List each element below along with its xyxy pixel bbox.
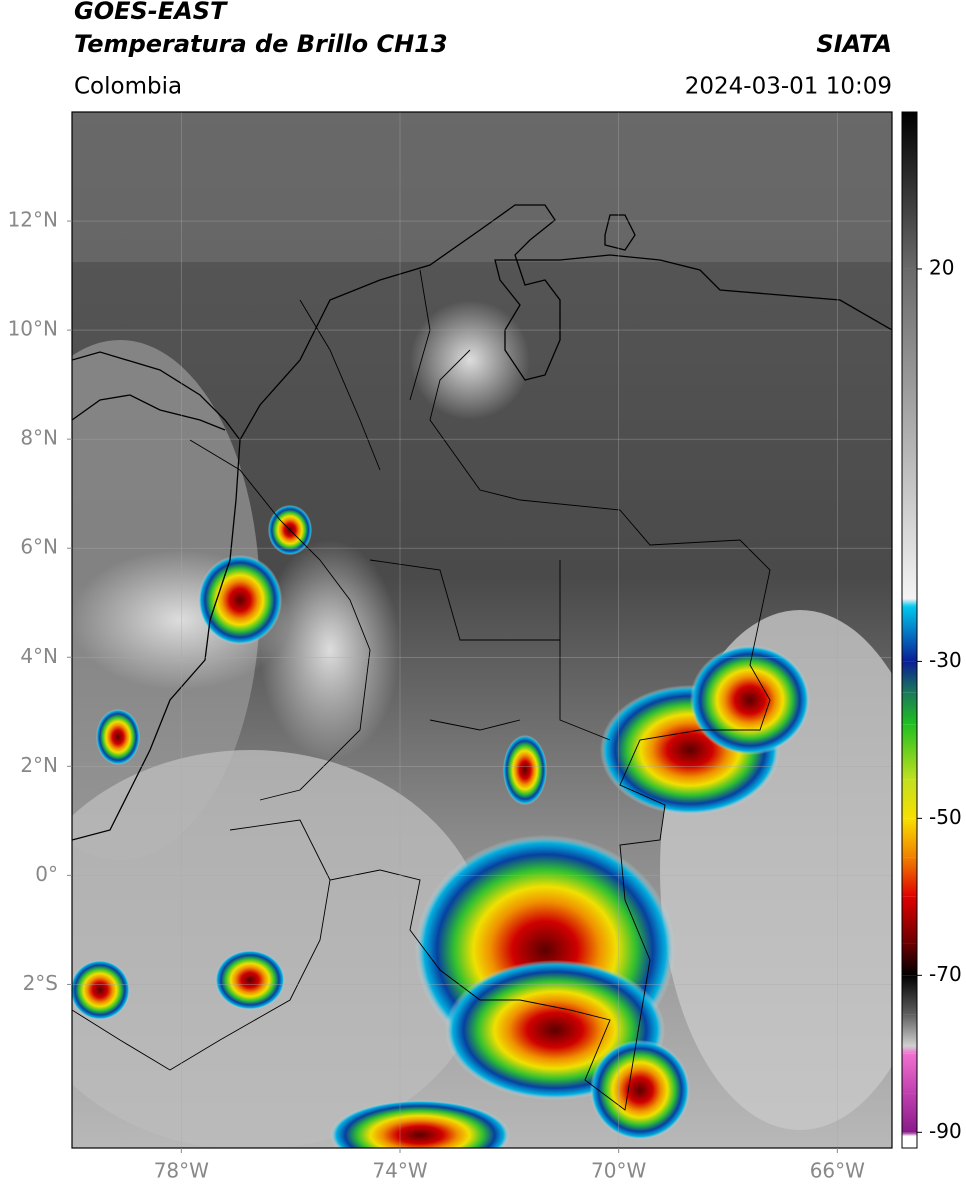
- colorbar-band: [902, 1014, 917, 1046]
- x-tick-label: 74°W: [372, 1159, 427, 1183]
- colorbar-band: [902, 1053, 917, 1094]
- colorbar-tick-label: -70: [929, 962, 962, 986]
- colorbar-band: [902, 1045, 917, 1054]
- colorbar-band: [902, 857, 917, 897]
- y-tick-label: 10°N: [8, 317, 58, 341]
- colorbar-band: [902, 1132, 917, 1137]
- x-tick-label: 78°W: [154, 1159, 209, 1183]
- colorbar-band: [902, 268, 917, 599]
- datetime: 2024-03-01 10:09: [685, 74, 892, 100]
- colorbar-band: [902, 1093, 917, 1133]
- colorbar-band: [902, 724, 917, 780]
- y-tick-label: 8°N: [20, 426, 58, 450]
- colorbar-band: [902, 112, 917, 269]
- colorbar-tick-label: 20: [929, 255, 954, 279]
- region: Colombia: [74, 74, 182, 100]
- colorbar-frame: [901, 111, 918, 1149]
- colorbar-band: [902, 818, 917, 858]
- x-tick-label: 66°W: [810, 1159, 865, 1183]
- colorbar-band: [902, 598, 917, 607]
- colorbar-band: [902, 1136, 917, 1148]
- colorbar-band: [902, 779, 917, 819]
- colorbar-tick-label: -90: [929, 1119, 962, 1143]
- colorbar-band: [902, 661, 917, 693]
- map-frame: [71, 111, 893, 1149]
- y-tick-label: 6°N: [20, 535, 58, 559]
- y-tick-label: 0°: [35, 862, 58, 886]
- colorbar-band: [902, 606, 917, 662]
- colorbar: [902, 112, 917, 1148]
- y-tick-label: 2°S: [23, 971, 58, 995]
- x-tick-label: 70°W: [591, 1159, 646, 1183]
- colorbar-tick-label: -50: [929, 805, 962, 829]
- colorbar-band: [902, 975, 917, 1015]
- source: SIATA: [816, 30, 892, 58]
- map-image: [72, 112, 892, 1148]
- colorbar-band: [902, 943, 917, 976]
- y-tick-label: 2°N: [20, 753, 58, 777]
- subtitle: Temperatura de Brillo CH13: [74, 30, 448, 58]
- colorbar-band: [902, 896, 917, 944]
- colorbar-tick-label: -30: [929, 648, 962, 672]
- colorbar-band: [902, 692, 917, 725]
- title: GOES-EAST: [74, 0, 228, 25]
- y-tick-label: 4°N: [20, 644, 58, 668]
- y-tick-label: 12°N: [8, 208, 58, 232]
